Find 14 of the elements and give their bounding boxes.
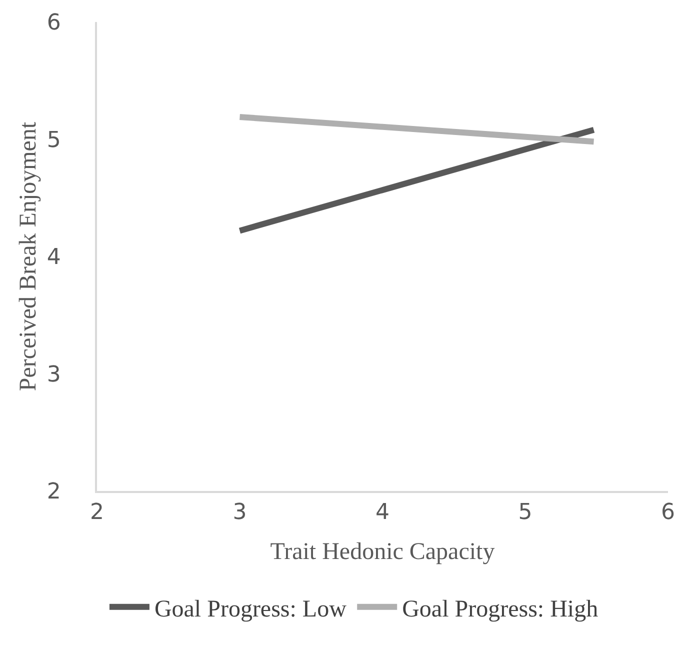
y-tick-label: 3 [46,362,61,388]
y-tick-label: 2 [46,480,61,505]
y-tick-label: 5 [46,128,61,153]
x-tick-label: 2 [90,500,104,526]
y-tick-label: 6 [46,10,61,36]
x-axis-title: Trait Hedonic Capacity [270,538,495,565]
legend-label: Goal Progress: High [402,596,598,622]
legend-label: Goal Progress: Low [154,596,348,622]
y-tick-label: 4 [46,245,61,270]
x-tick-label: 3 [232,500,247,526]
x-tick-label: 4 [376,500,390,526]
y-axis-title: Perceived Break Enjoyment [15,122,42,392]
x-tick-label: 6 [661,500,675,526]
x-tick-label: 5 [518,500,532,526]
